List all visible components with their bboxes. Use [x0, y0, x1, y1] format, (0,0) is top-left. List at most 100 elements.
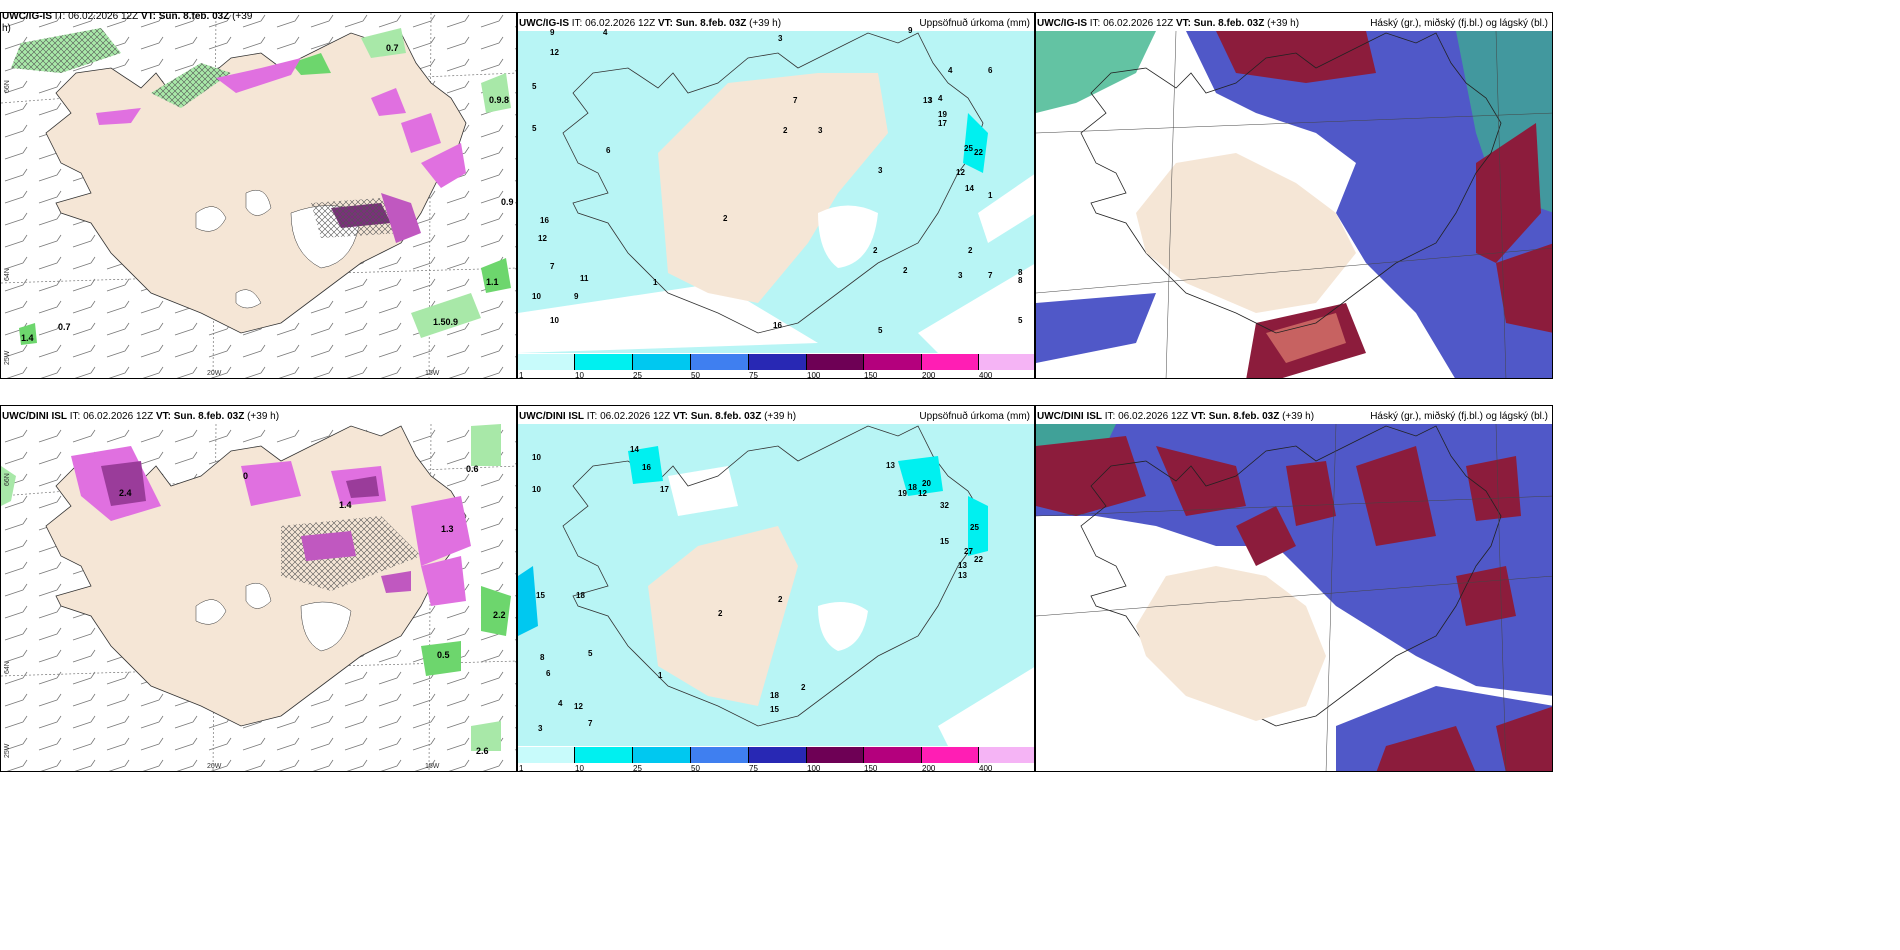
value-label: 0.6 — [466, 464, 479, 474]
lat-label: 64N — [4, 661, 11, 674]
value-label: 14 — [630, 445, 639, 454]
value-label: 1 — [658, 671, 663, 680]
value-label: 5 — [1018, 316, 1023, 325]
value-label: 2 — [718, 609, 723, 618]
colorbar-swatch — [518, 747, 575, 763]
value-label: 3 — [878, 166, 883, 175]
lon-label: 25W — [4, 743, 11, 758]
value-label: 3 — [818, 126, 823, 135]
value-label: 12 — [538, 234, 547, 243]
value-label: 5 — [532, 82, 537, 91]
value-label: 12 — [574, 702, 583, 711]
colorbar-swatch — [749, 354, 807, 370]
value-label: 4 — [603, 28, 608, 37]
panel-legend-title: Háský (gr.), miðský (fj.bl.) og lágský (… — [1370, 18, 1548, 29]
value-label: 32 — [940, 501, 949, 510]
colorbar-swatch — [864, 747, 922, 763]
colorbar-swatch — [979, 354, 1034, 370]
value-label: 10 — [532, 292, 541, 301]
value-label: 13 — [923, 96, 932, 105]
colorbar-tick: 100 — [807, 764, 821, 772]
value-label: 17 — [660, 485, 669, 494]
colorbar-tick: 25 — [633, 371, 642, 379]
value-label: 12 — [956, 168, 965, 177]
colorbar-tick: 400 — [979, 371, 993, 379]
colorbar-swatch — [922, 747, 979, 763]
value-label: 16 — [540, 216, 549, 225]
value-label: 2.2 — [493, 610, 506, 620]
panel-legend-title: Háský (gr.), miðský (fj.bl.) og lágský (… — [1370, 411, 1548, 422]
value-label: 7 — [988, 271, 993, 280]
colorbar-tick: 25 — [633, 764, 642, 772]
colorbar-tick: 50 — [691, 764, 700, 772]
value-label: 2.4 — [119, 488, 132, 498]
value-label: 0 — [243, 471, 248, 481]
value-label: 18 — [770, 691, 779, 700]
value-label: 5 — [532, 124, 537, 133]
colorbar-swatch — [749, 747, 807, 763]
value-label: 5 — [588, 649, 593, 658]
colorbar-tick: 200 — [922, 764, 936, 772]
value-label: 7 — [588, 719, 593, 728]
lat-label: 66N — [4, 80, 11, 93]
colorbar-tick: 50 — [691, 371, 700, 379]
value-label: 3 — [958, 271, 963, 280]
value-label: 5 — [878, 326, 883, 335]
value-label: 2 — [801, 683, 806, 692]
value-label: 1.50.9 — [433, 317, 458, 327]
value-label: 13 — [886, 461, 895, 470]
colorbar-swatch — [575, 747, 633, 763]
panel-title: UWC/IG-IS IT: 06.02.2026 12Z VT: Sun. 8.… — [1037, 18, 1300, 29]
value-label: 2 — [723, 214, 728, 223]
value-label: 8 — [1018, 276, 1023, 285]
value-label: 15 — [536, 591, 545, 600]
value-label: 25 — [964, 144, 973, 153]
value-label: 20 — [922, 479, 931, 488]
lat-label: 66N — [4, 473, 11, 486]
colorbar-swatch — [922, 354, 979, 370]
value-label: 15 — [940, 537, 949, 546]
value-label: 7 — [793, 96, 798, 105]
value-label: 0.9 — [501, 197, 514, 207]
lat-label: 64N — [4, 268, 11, 281]
value-label: 15 — [770, 705, 779, 714]
value-label: 11 — [580, 274, 589, 283]
value-label: 0.9.8 — [489, 95, 509, 105]
value-label: 6 — [606, 146, 611, 155]
value-label: 19 — [898, 489, 907, 498]
value-label: 1 — [988, 191, 993, 200]
value-label: 17 — [938, 119, 947, 128]
colorbar-tick: 10 — [575, 764, 584, 772]
panel-clouds-dini: UWC/DINI ISL IT: 06.02.2026 12Z VT: Sun.… — [1035, 405, 1553, 772]
colorbar-tick: 1 — [519, 371, 524, 379]
value-label: 12 — [918, 489, 927, 498]
value-label: 0.5 — [437, 650, 450, 660]
value-label: 1.4 — [339, 500, 352, 510]
value-label: 9 — [574, 292, 579, 301]
colorbar-tick: 150 — [864, 764, 878, 772]
value-label: 10 — [532, 453, 541, 462]
value-label: 27 — [964, 547, 973, 556]
value-label: 6 — [546, 669, 551, 678]
colorbar-tick: 75 — [749, 764, 758, 772]
colorbar-swatch — [691, 354, 749, 370]
panel-title: UWC/DINI ISL IT: 06.02.2026 12Z VT: Sun.… — [1037, 411, 1315, 422]
colorbar-swatch — [518, 354, 575, 370]
colorbar: 1 10 25 50 75 100 150 200 400 — [518, 747, 1034, 772]
lon-label: 15W — [425, 763, 440, 770]
value-label: 18 — [576, 591, 585, 600]
colorbar-swatch — [807, 354, 864, 370]
value-label: 10 — [550, 316, 559, 325]
colorbar-swatch — [633, 354, 691, 370]
panel-title: UWC/DINI ISL IT: 06.02.2026 12Z VT: Sun.… — [519, 411, 797, 422]
lon-label: 25W — [4, 350, 11, 365]
panel-wind-snow-igis: UWC/IG-IS IT: 06.02.2026 12Z VT: Sun. 8.… — [0, 12, 517, 379]
value-label: 0.7 — [386, 43, 399, 53]
value-label: 14 — [965, 184, 974, 193]
panel-legend-title: Uppsöfnuð úrkoma (mm) — [919, 411, 1030, 422]
value-label: 4 — [558, 699, 563, 708]
lon-label: 15W — [425, 370, 440, 377]
precip-map-igis: 9 12 5 5 6 16 12 7 11 10 9 10 4 3 2 3 7 … — [518, 26, 1034, 353]
value-label: 1 — [653, 278, 658, 287]
colorbar-swatch — [864, 354, 922, 370]
